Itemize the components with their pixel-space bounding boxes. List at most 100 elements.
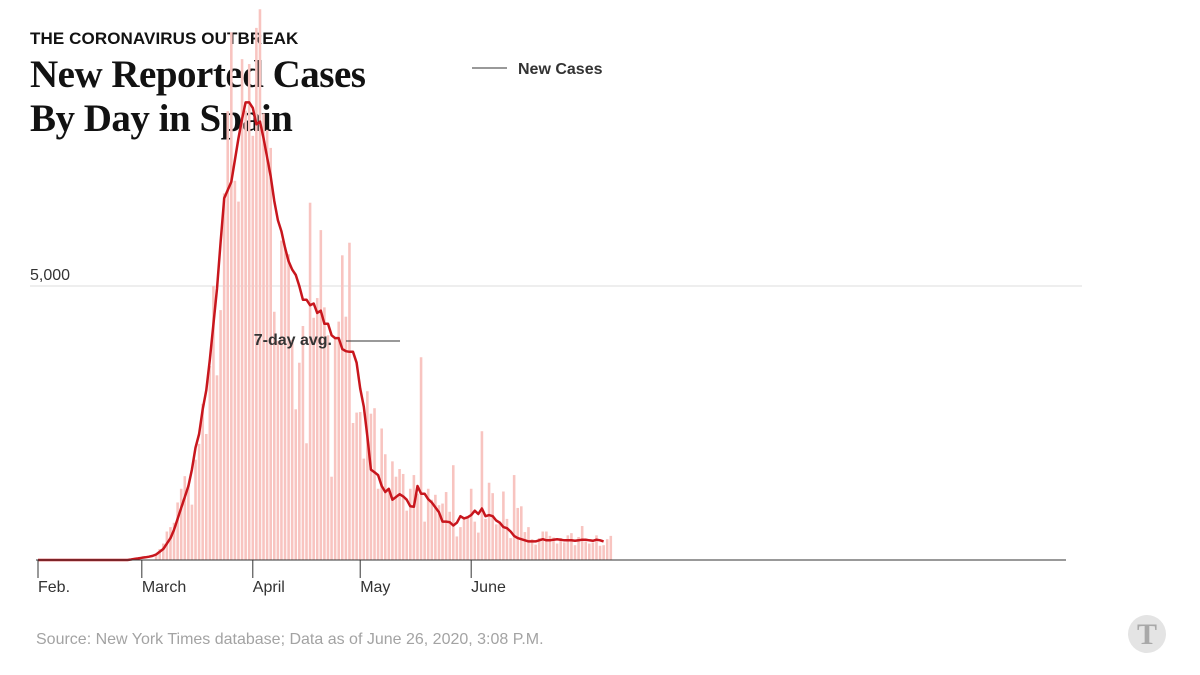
bar bbox=[172, 522, 176, 560]
bar bbox=[537, 538, 541, 560]
bar bbox=[323, 307, 326, 560]
bar bbox=[351, 423, 355, 560]
bar bbox=[398, 469, 401, 560]
bar bbox=[394, 476, 398, 560]
bar bbox=[484, 518, 487, 560]
bar bbox=[401, 473, 405, 560]
bar bbox=[451, 465, 455, 560]
bar bbox=[315, 298, 319, 560]
bar bbox=[477, 532, 480, 560]
bar bbox=[215, 375, 219, 560]
bar bbox=[520, 506, 523, 560]
bar bbox=[570, 533, 573, 560]
bar bbox=[272, 311, 276, 560]
bar bbox=[494, 524, 498, 560]
bar bbox=[527, 527, 530, 560]
bar bbox=[362, 458, 366, 560]
bar bbox=[197, 443, 201, 560]
bar bbox=[609, 535, 613, 560]
bar bbox=[383, 454, 387, 560]
bar bbox=[466, 516, 469, 560]
bar bbox=[523, 532, 527, 560]
logo-letter: T bbox=[1137, 618, 1157, 651]
bar bbox=[548, 535, 552, 560]
bar bbox=[222, 193, 226, 560]
bar bbox=[276, 340, 280, 560]
bar bbox=[366, 391, 369, 560]
bar bbox=[251, 135, 255, 560]
bar bbox=[545, 531, 548, 560]
bar bbox=[154, 554, 158, 560]
bar bbox=[280, 240, 283, 561]
bar bbox=[605, 539, 609, 560]
x-tick-label: April bbox=[253, 579, 285, 596]
annotation-layer: New Cases 7-day avg. bbox=[254, 61, 603, 349]
bar bbox=[391, 461, 394, 560]
bar bbox=[247, 64, 251, 560]
bar bbox=[294, 409, 298, 560]
bar bbox=[265, 129, 269, 560]
bar bbox=[341, 255, 344, 560]
x-tick-label: May bbox=[360, 579, 390, 596]
y-tick-label: 5,000 bbox=[30, 267, 70, 284]
bar bbox=[237, 201, 240, 560]
bar bbox=[426, 488, 430, 560]
bar bbox=[373, 408, 376, 560]
bar bbox=[190, 504, 194, 560]
bar bbox=[498, 521, 502, 560]
bar bbox=[201, 403, 204, 560]
bar bbox=[287, 254, 290, 560]
bar bbox=[305, 443, 308, 560]
bar bbox=[462, 518, 466, 560]
bar bbox=[187, 484, 190, 560]
bar bbox=[491, 493, 494, 560]
bar bbox=[337, 321, 341, 560]
bar bbox=[580, 526, 584, 560]
bar bbox=[380, 428, 383, 560]
bar bbox=[233, 180, 237, 560]
bar bbox=[301, 326, 305, 560]
bar bbox=[423, 521, 426, 560]
bar bbox=[455, 536, 459, 560]
bar bbox=[602, 545, 605, 560]
bar bbox=[369, 413, 373, 560]
bar bbox=[258, 9, 262, 560]
bar bbox=[333, 336, 337, 560]
bar bbox=[358, 412, 362, 560]
bar bbox=[444, 492, 448, 560]
bar bbox=[577, 536, 580, 560]
bar bbox=[176, 502, 179, 560]
bar bbox=[459, 527, 462, 560]
bar bbox=[290, 339, 294, 560]
source-note: Source: New York Times database; Data as… bbox=[36, 631, 544, 648]
bar bbox=[204, 433, 208, 560]
x-tick-label: June bbox=[471, 579, 506, 596]
bar bbox=[230, 32, 233, 560]
x-tick-label: March bbox=[142, 579, 186, 596]
bars-layer bbox=[154, 9, 613, 561]
avg-annotation: 7-day avg. bbox=[254, 332, 332, 349]
bar bbox=[480, 431, 484, 560]
bar bbox=[208, 366, 212, 560]
bar bbox=[158, 549, 162, 560]
bar bbox=[416, 493, 419, 560]
bar bbox=[348, 242, 351, 560]
bar bbox=[441, 503, 444, 560]
new-cases-annotation: New Cases bbox=[518, 61, 603, 78]
bar bbox=[319, 230, 323, 560]
bar bbox=[534, 544, 537, 560]
bar bbox=[240, 59, 244, 561]
bar bbox=[437, 505, 441, 560]
bar bbox=[162, 543, 165, 560]
bar bbox=[598, 545, 602, 560]
bar bbox=[541, 531, 545, 560]
bar bbox=[487, 482, 491, 560]
line-layer bbox=[38, 101, 604, 562]
bar bbox=[183, 476, 187, 560]
bar bbox=[559, 538, 562, 560]
bar bbox=[194, 459, 197, 560]
bar bbox=[219, 310, 222, 560]
bar bbox=[591, 542, 595, 560]
axis-layer: Feb. March April May June bbox=[36, 559, 1066, 596]
